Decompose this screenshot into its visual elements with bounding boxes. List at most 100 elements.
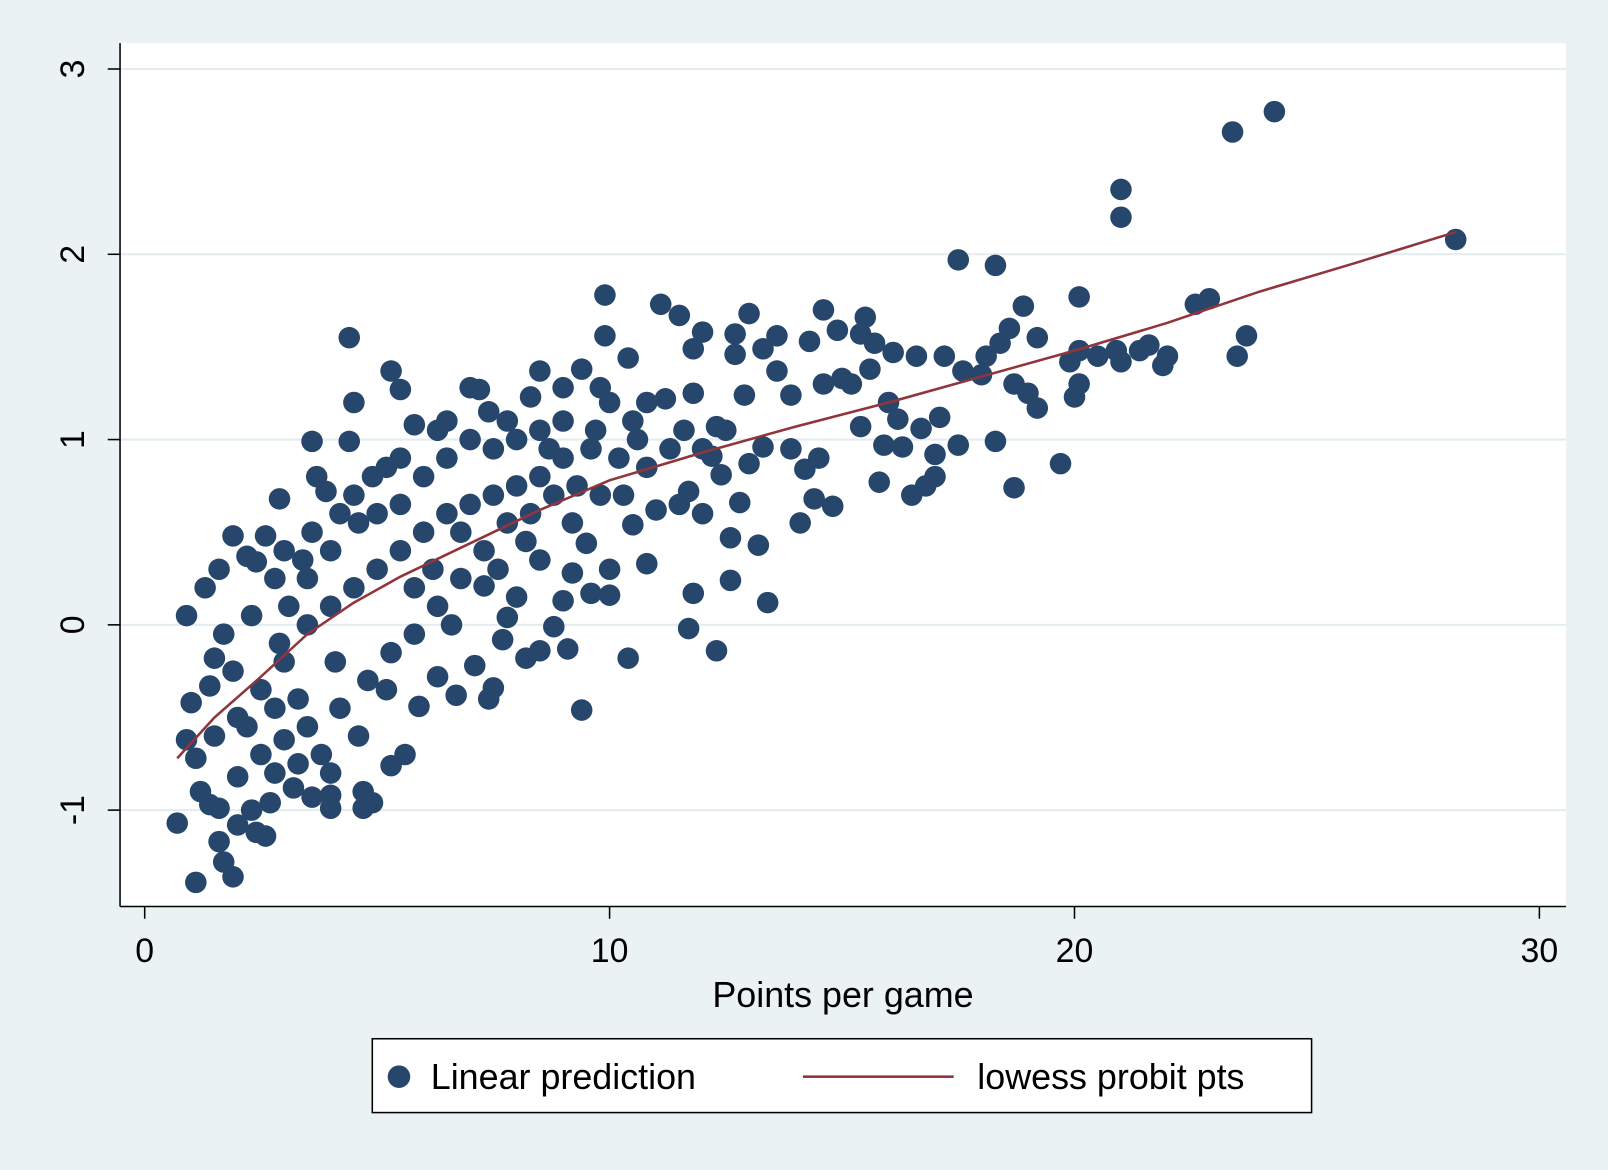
marks — [166, 100, 1467, 894]
point — [282, 777, 305, 799]
point — [222, 525, 244, 547]
point — [315, 480, 337, 503]
point — [705, 640, 728, 662]
point — [343, 577, 365, 599]
point — [682, 382, 705, 405]
x-tick-label: 10 — [591, 932, 629, 970]
point — [529, 360, 551, 382]
point — [245, 551, 268, 573]
x-tick-label: 0 — [135, 932, 154, 970]
point — [473, 575, 495, 597]
point — [1003, 476, 1025, 499]
point — [450, 567, 472, 590]
point — [859, 358, 881, 380]
point — [724, 323, 746, 345]
point — [970, 363, 993, 386]
point — [659, 438, 681, 460]
point — [1086, 345, 1109, 367]
point — [403, 623, 426, 645]
point — [733, 384, 756, 406]
point — [175, 604, 198, 627]
point — [543, 615, 565, 638]
point — [319, 784, 342, 807]
point — [924, 443, 946, 466]
point — [1235, 325, 1258, 347]
point — [166, 812, 188, 834]
point — [719, 569, 742, 592]
point — [496, 606, 519, 629]
point — [636, 552, 658, 575]
point — [715, 419, 737, 442]
point — [738, 452, 760, 475]
point — [436, 447, 458, 469]
point — [250, 743, 272, 766]
point — [291, 549, 314, 571]
y-tick-label: 3 — [54, 60, 92, 79]
point — [482, 484, 505, 506]
point — [626, 428, 649, 451]
legend-label: lowess probit pts — [977, 1057, 1244, 1097]
point — [273, 728, 295, 751]
point — [487, 558, 509, 581]
point — [928, 406, 951, 429]
point — [1012, 295, 1035, 317]
point — [203, 647, 226, 669]
point — [556, 638, 579, 660]
point — [552, 410, 574, 432]
point — [1110, 178, 1132, 201]
point — [175, 728, 198, 751]
point — [882, 341, 904, 364]
point — [552, 589, 574, 612]
point — [505, 475, 528, 497]
point — [343, 391, 365, 414]
lowess-line — [176, 230, 1457, 760]
point — [338, 326, 361, 349]
point — [505, 428, 528, 451]
point — [450, 521, 472, 543]
point — [240, 604, 263, 627]
point — [645, 499, 667, 521]
point — [1110, 350, 1132, 373]
point — [947, 249, 970, 271]
point — [598, 391, 621, 414]
point — [933, 345, 956, 367]
point — [459, 428, 481, 451]
point — [798, 330, 821, 353]
point — [436, 502, 458, 525]
point — [366, 502, 388, 525]
point — [473, 539, 495, 562]
point — [380, 754, 402, 777]
point — [561, 562, 584, 584]
point — [185, 871, 207, 894]
point — [538, 438, 560, 460]
point — [891, 436, 914, 458]
y-tick-label: -1 — [54, 795, 92, 825]
point — [296, 567, 319, 590]
point — [287, 688, 309, 710]
point — [1110, 206, 1132, 228]
point — [301, 430, 323, 453]
point — [226, 706, 249, 729]
point — [617, 647, 639, 669]
point — [952, 360, 974, 382]
point — [189, 780, 212, 803]
point — [580, 582, 602, 605]
point — [366, 558, 388, 581]
point — [254, 525, 277, 547]
point — [622, 514, 644, 536]
point — [691, 502, 714, 525]
point — [682, 338, 705, 360]
point — [622, 410, 644, 432]
point — [250, 678, 272, 701]
point — [329, 697, 351, 719]
point — [873, 434, 895, 456]
point — [752, 338, 774, 360]
point — [208, 558, 230, 581]
point — [319, 595, 342, 618]
point — [445, 684, 467, 707]
legend-swatch — [387, 1065, 411, 1088]
point — [738, 302, 760, 325]
point — [301, 521, 323, 543]
point — [529, 419, 551, 442]
